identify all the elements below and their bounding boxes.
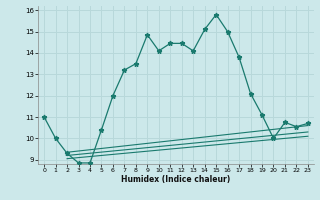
- X-axis label: Humidex (Indice chaleur): Humidex (Indice chaleur): [121, 175, 231, 184]
